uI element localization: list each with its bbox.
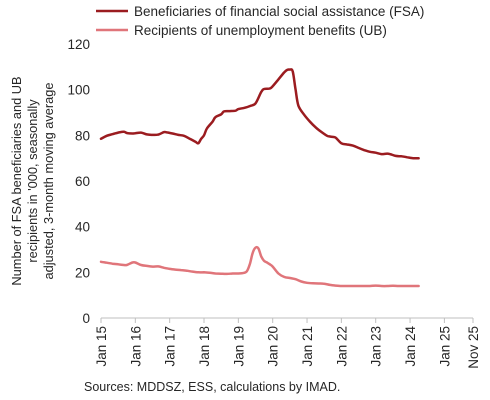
y-tick-label: 0 xyxy=(82,311,90,326)
source-note: Sources: MDDSZ, ESS, calculations by IMA… xyxy=(84,380,340,394)
x-tick-label: Jan 22 xyxy=(334,326,349,367)
x-tick-label: Jan 15 xyxy=(94,326,109,367)
legend-label-ub: Recipients of unemployment benefits (UB) xyxy=(134,23,387,38)
y-axis-label-line-2: recipients in '000, seasonally xyxy=(25,99,40,263)
y-tick-label: 60 xyxy=(75,174,90,189)
y-axis-label-line-1: Number of FSA beneficiaries and UB xyxy=(9,76,24,285)
x-tick-label: Nov 25 xyxy=(466,326,481,369)
y-tick-label: 120 xyxy=(67,37,90,52)
x-tick-label: Jan 18 xyxy=(197,326,212,367)
y-tick-label: 20 xyxy=(75,265,90,280)
y-axis-label: Number of FSA beneficiaries and UB recip… xyxy=(9,76,56,285)
x-tick-label: Jan 21 xyxy=(300,326,315,367)
x-tick-label: Jan 17 xyxy=(163,326,178,367)
y-tick-label: 40 xyxy=(75,220,90,235)
x-tick-label: Jan 19 xyxy=(231,326,246,367)
x-tick-label: Jan 20 xyxy=(266,326,281,367)
x-tick-label: Jan 23 xyxy=(369,326,384,367)
y-axis-label-line-3: adjusted, 3-month moving average xyxy=(41,82,56,279)
legend: Beneficiaries of financial social assist… xyxy=(96,4,424,38)
x-tick-label: Jan 25 xyxy=(437,326,452,367)
x-axis-ticks: Jan 15 Jan 16 Jan 17 Jan 18 Jan 19 Jan 20 Jan … xyxy=(94,318,481,369)
legend-label-fsa: Beneficiaries of financial social assist… xyxy=(134,4,424,19)
y-axis-ticks: 0 20 40 60 80 100 120 xyxy=(67,37,90,326)
y-tick-label: 80 xyxy=(75,128,90,143)
series-line-fsa xyxy=(99,68,420,160)
x-tick-label: Jan 16 xyxy=(128,326,143,367)
x-tick-label: Jan 24 xyxy=(403,326,418,367)
plot-area xyxy=(99,68,420,288)
y-tick-label: 100 xyxy=(67,83,90,98)
series-line-ub xyxy=(99,245,420,288)
